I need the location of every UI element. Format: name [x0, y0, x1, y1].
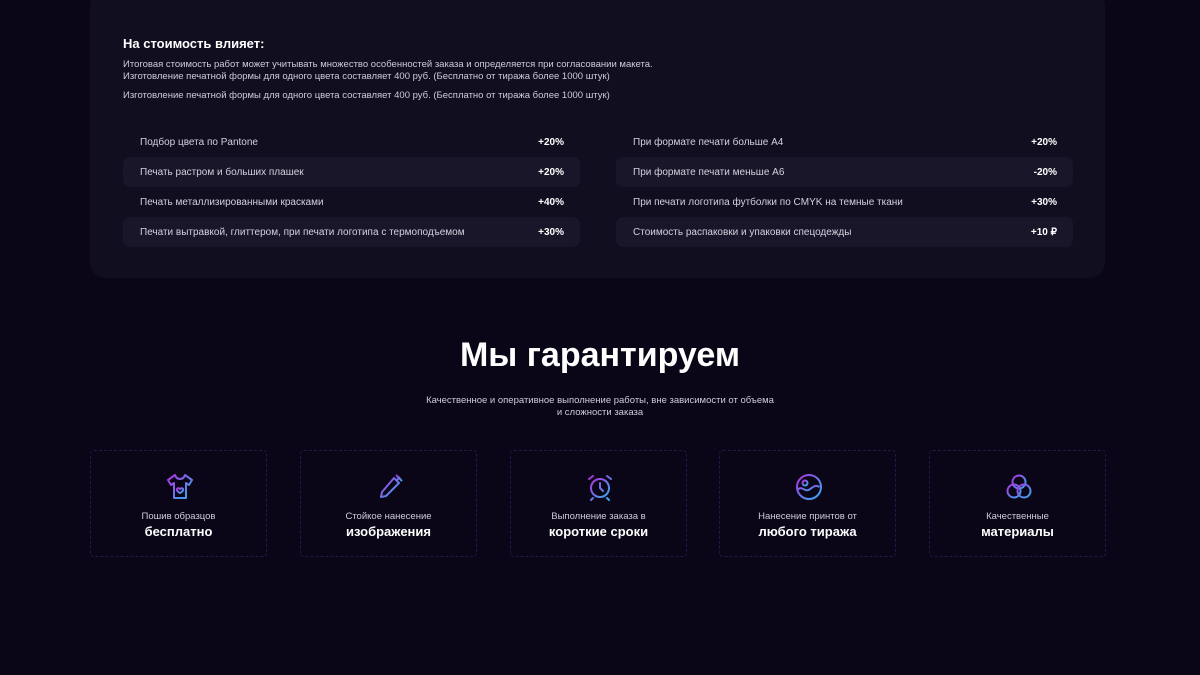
item-title: короткие сроки: [548, 524, 649, 539]
item-caption: Качественные: [986, 511, 1049, 522]
pricing-title: На стоимость влияет:: [123, 36, 265, 51]
guarantee-item: Качественные материалы: [929, 450, 1106, 557]
item-caption: Стойкое нанесение: [345, 511, 432, 522]
pricing-list-left: Подбор цвета по Pantone +20% Печать растр…: [123, 127, 580, 247]
guarantee-subtitle: Качественное и оперативное выполнение ра…: [426, 395, 774, 418]
image-circle-icon: [796, 474, 822, 500]
pricing-text-1: Итоговая стоимость работ может учитывать…: [123, 59, 653, 82]
guarantee-item: Стойкое нанесение изображения: [300, 450, 477, 557]
guarantee-item: Пошив образцов бесплатно: [90, 450, 267, 557]
price-row: Печати вытравкой, глиттером, при печати …: [123, 217, 580, 247]
item-caption: Нанесение принтов от: [758, 511, 857, 522]
circles-icon: [1006, 474, 1032, 499]
price-row: Стоимость распаковки и упаковки спецодеж…: [616, 217, 1073, 247]
item-caption: Выполнение заказа в: [551, 511, 646, 522]
price-row: При формате печати меньше А6 -20%: [616, 157, 1073, 187]
item-caption: Пошив образцов: [141, 511, 216, 522]
item-title: материалы: [981, 524, 1054, 539]
item-title: бесплатно: [144, 524, 213, 539]
pricing-text-2: Изготовление печатной формы для одного ц…: [123, 90, 610, 101]
price-row: При печати логотипа футболки по CMYK на …: [633, 196, 1057, 208]
pen-icon: [380, 474, 403, 498]
guarantee-item: Нанесение принтов от любого тиража: [719, 450, 896, 557]
alarm-clock-icon: [588, 475, 612, 501]
pricing-list-right: При формате печати больше А4 +20% При фор…: [616, 127, 1073, 247]
t-shirt-icon: [167, 474, 193, 499]
price-row: Печать растром и больших плашек +20%: [123, 157, 580, 187]
item-title: любого тиража: [758, 524, 857, 539]
guarantee-title: Мы гарантируем: [459, 336, 741, 374]
price-row: Подбор цвета по Pantone +20%: [140, 136, 564, 148]
guarantee-item: Выполнение заказа в короткие сроки: [510, 450, 687, 557]
price-row: Печать металлизированными красками +40%: [140, 196, 564, 208]
item-title: изображения: [346, 524, 431, 539]
price-row: При формате печати больше А4 +20%: [633, 136, 1057, 148]
